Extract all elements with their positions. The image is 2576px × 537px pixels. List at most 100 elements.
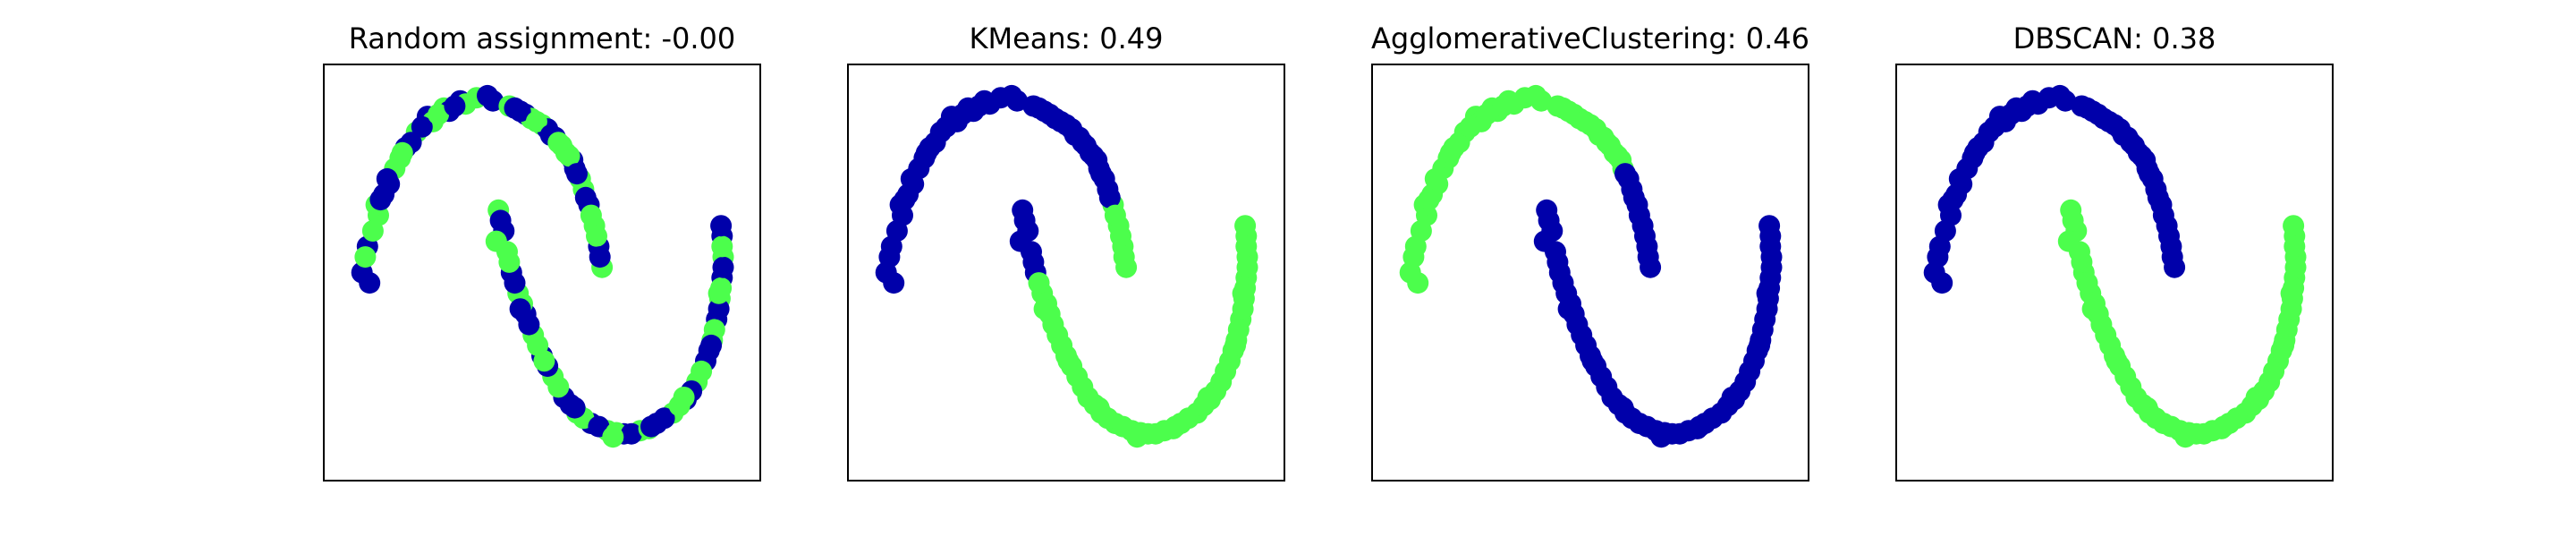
data-point [710, 215, 733, 237]
data-point [1104, 204, 1126, 226]
plot-frame-agglomerative-clustering [1371, 64, 1809, 482]
data-point [391, 141, 413, 164]
data-point [547, 132, 570, 154]
panel-title-dbscan: DBSCAN: 0.38 [2013, 21, 2216, 55]
data-point [525, 110, 547, 132]
data-point [915, 141, 937, 164]
data-point [640, 415, 662, 438]
data-point [1637, 246, 1659, 268]
data-point [883, 272, 905, 294]
data-point [2062, 209, 2084, 232]
data-point [621, 422, 642, 445]
data-point [586, 225, 607, 247]
panel-title-kmeans: KMeans: 0.49 [969, 21, 1163, 55]
data-point [878, 246, 901, 268]
data-point [1650, 426, 1673, 448]
data-point [518, 313, 540, 336]
data-point [1235, 235, 1258, 258]
data-point [1110, 225, 1131, 247]
data-point [369, 189, 392, 211]
data-point [1236, 256, 1258, 278]
data-point [1492, 95, 1514, 117]
data-point [2136, 396, 2158, 419]
data-point [2273, 334, 2295, 356]
panel-random-assignment: Random assignment: -0.00 [323, 21, 761, 482]
panel-title-random-assignment: Random assignment: -0.00 [349, 21, 736, 55]
data-point [2000, 103, 2022, 125]
data-point [1927, 246, 1949, 268]
data-point [1669, 422, 1690, 445]
data-point [411, 115, 433, 138]
data-point [2284, 235, 2306, 258]
data-point [1538, 209, 1560, 232]
data-point [1072, 132, 1094, 154]
data-point [1557, 100, 1580, 123]
data-point [1009, 230, 1031, 252]
data-point [2081, 298, 2104, 320]
data-point [1931, 272, 1953, 294]
plot-frame-kmeans [847, 64, 1285, 482]
data-point [444, 95, 466, 117]
data-point [2106, 350, 2128, 372]
data-point [2081, 100, 2104, 123]
data-point [2280, 298, 2302, 320]
data-point [2120, 132, 2142, 154]
data-point [1232, 298, 1254, 320]
data-point [2161, 246, 2183, 268]
data-point [1098, 186, 1121, 209]
data-point [1557, 298, 1580, 320]
data-point [1634, 225, 1656, 247]
data-point [2071, 251, 2093, 273]
data-point [2284, 256, 2307, 278]
data-point [1234, 215, 1257, 237]
data-point [1232, 282, 1254, 304]
data-point [547, 376, 570, 398]
data-point [1759, 235, 1782, 258]
data-point [1418, 189, 1440, 211]
data-point [1721, 387, 1743, 408]
data-point [1596, 132, 1618, 154]
data-point [1739, 360, 1761, 382]
data-point [1013, 209, 1036, 232]
panel-dbscan: DBSCAN: 0.38 [1895, 21, 2334, 482]
data-point [1033, 100, 1055, 123]
data-point [1126, 426, 1148, 448]
data-point [2158, 225, 2180, 247]
data-point [1402, 246, 1425, 268]
data-point [580, 204, 602, 226]
data-point [673, 387, 695, 408]
data-point [1072, 376, 1094, 398]
data-point [1215, 360, 1237, 382]
panel-kmeans: KMeans: 0.49 [847, 21, 1285, 482]
data-point [1459, 115, 1481, 138]
data-point [1756, 298, 1778, 320]
data-point [1165, 415, 1186, 438]
data-point [1028, 272, 1050, 294]
data-point [589, 246, 611, 268]
data-point [1614, 163, 1636, 185]
data-point [1689, 415, 1710, 438]
data-point [935, 115, 957, 138]
data-point [711, 235, 733, 258]
data-point [509, 298, 531, 320]
data-point [376, 167, 398, 190]
data-point [1022, 251, 1045, 273]
data-point [359, 272, 381, 294]
data-point [1623, 186, 1645, 209]
data-point [2147, 186, 2169, 209]
data-point [1049, 110, 1072, 132]
data-point [2016, 95, 2038, 117]
data-point [1566, 313, 1589, 336]
data-point [533, 350, 555, 372]
data-point [1057, 350, 1080, 372]
data-point [968, 95, 990, 117]
data-point [1749, 334, 1771, 356]
plot-frame-random-assignment [323, 64, 761, 482]
data-point [1113, 246, 1135, 268]
data-point [1410, 220, 1432, 242]
data-point [566, 163, 588, 185]
data-point [498, 251, 521, 273]
panel-agglomerative-clustering: AgglomerativeClustering: 0.46 [1371, 21, 1809, 482]
